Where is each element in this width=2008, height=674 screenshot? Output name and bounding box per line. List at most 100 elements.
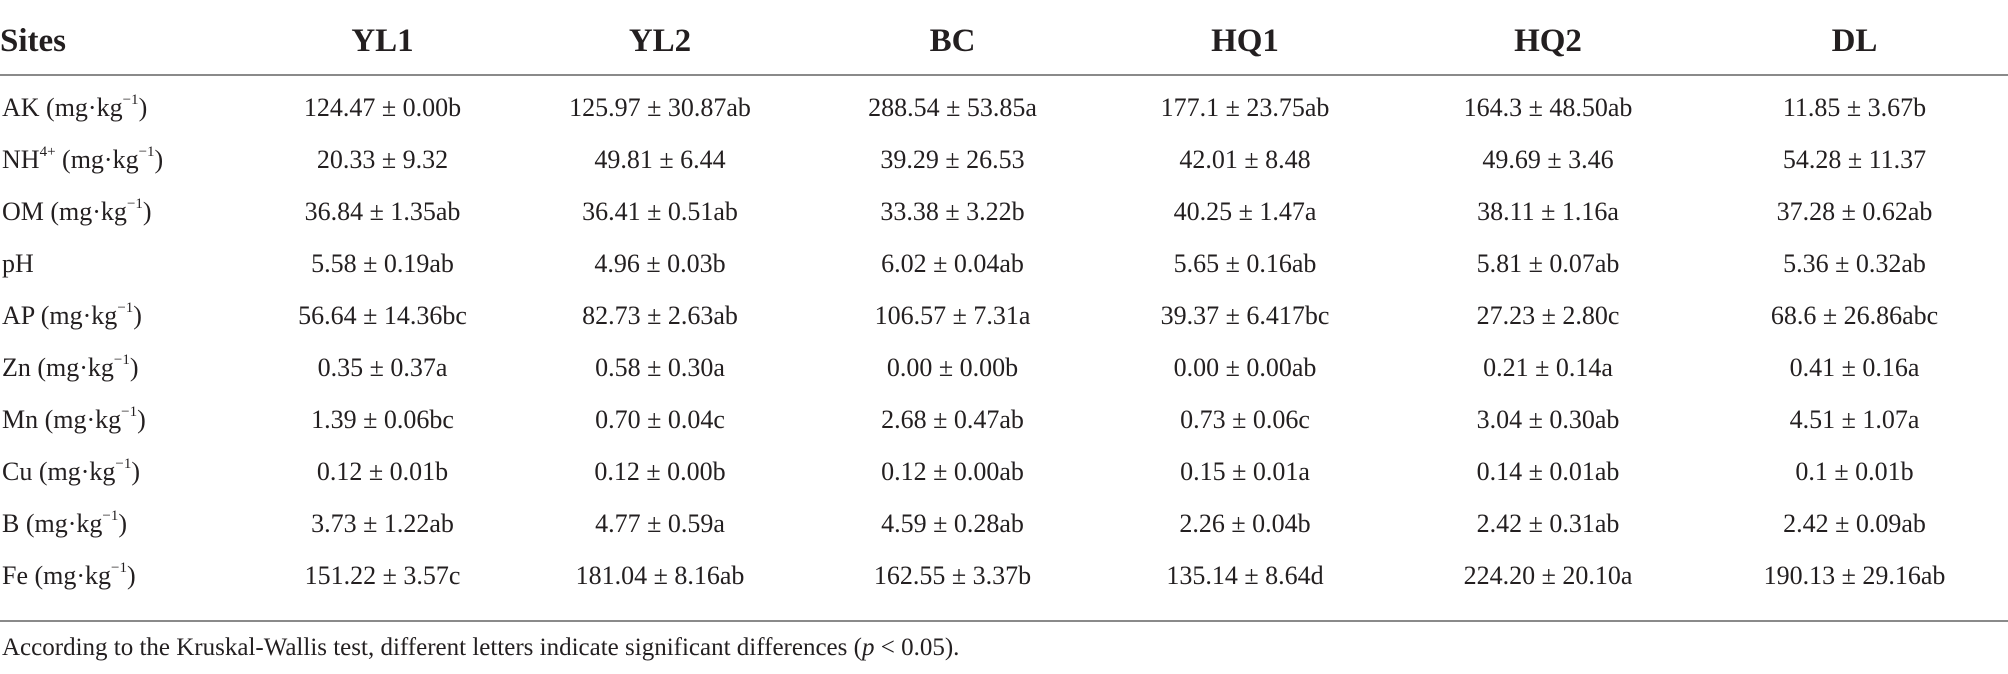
row-label-superscript: 4+ (39, 144, 56, 161)
table-cell: 4.59 ± 0.28ab (881, 509, 1024, 538)
table-cell: 2.68 ± 0.47ab (881, 405, 1024, 434)
row-label-superscript: −1 (102, 508, 119, 525)
table-cell: 20.33 ± 9.32 (316, 145, 449, 174)
table-cell: 0.00 ± 0.00ab (1173, 353, 1317, 382)
table-cell: 0.21 ± 0.14a (1483, 353, 1613, 382)
table-cell: 54.28 ± 11.37 (1782, 145, 1927, 174)
table-cell: 82.73 ± 2.63ab (582, 301, 738, 330)
row-label-superscript: −1 (138, 144, 155, 161)
header-sites: Sites (0, 12, 255, 76)
table-cell: 40.25 ± 1.47a (1173, 197, 1317, 226)
table-cell: 3.04 ± 0.30ab (1476, 405, 1620, 434)
table-cell: 39.29 ± 26.53 (880, 145, 1025, 174)
footnote-text-end: < 0.05). (874, 634, 960, 661)
row-label-superscript: −1 (115, 456, 132, 473)
table-cell: 39.37 ± 6.417bc (1160, 301, 1330, 330)
row-label-superscript: −1 (122, 92, 139, 109)
row-label-text: Fe (mg·kg (2, 561, 112, 590)
row-label-text: Mn (mg·kg (2, 405, 122, 434)
header-bc: BC (810, 12, 1095, 76)
table-row: AP (mg·kg−1) 56.64 ± 14.36bc 82.73 ± 2.63a… (0, 290, 2008, 342)
table-row: Zn (mg·kg−1) 0.35 ± 0.37a 0.58 ± 0.30a 0.00… (0, 342, 2008, 394)
table-cell: 288.54 ± 53.85a (868, 93, 1037, 122)
row-label-superscript: −1 (126, 196, 143, 213)
table-cell: 124.47 ± 0.00b (303, 93, 462, 122)
table-cell: 6.02 ± 0.04ab (881, 249, 1024, 278)
table-cell: 106.57 ± 7.31a (874, 301, 1031, 330)
table-cell: 36.84 ± 1.35ab (304, 197, 461, 226)
table-row: NH4+ (mg·kg−1) 20.33 ± 9.32 49.81 ± 6.44 39… (0, 134, 2008, 186)
row-label: pH (0, 238, 255, 290)
row-label-text: pH (2, 249, 34, 278)
row-label-superscript: −1 (111, 560, 128, 577)
row-label-text: NH (2, 145, 40, 174)
table-cell: 49.81 ± 6.44 (594, 145, 726, 174)
row-label-superscript: −1 (117, 300, 134, 317)
table-cell: 5.81 ± 0.07ab (1476, 249, 1620, 278)
row-label-text: ) (154, 145, 164, 174)
row-label-text: ) (137, 405, 146, 434)
row-label-superscript: −1 (121, 404, 138, 421)
table-cell: 0.1 ± 0.01b (1795, 457, 1914, 486)
table-row: Mn (mg·kg−1) 1.39 ± 0.06bc 0.70 ± 0.04c 2.6… (0, 394, 2008, 446)
table-cell: 4.96 ± 0.03b (594, 249, 726, 278)
row-label: OM (mg·kg−1) (0, 186, 255, 238)
row-label: Cu (mg·kg−1) (0, 446, 255, 498)
header-hq1: HQ1 (1095, 12, 1395, 76)
header-hq2: HQ2 (1395, 12, 1701, 76)
table-row: OM (mg·kg−1) 36.84 ± 1.35ab 36.41 ± 0.51ab… (0, 186, 2008, 238)
table-cell: 0.15 ± 0.01a (1180, 457, 1310, 486)
table-cell: 224.20 ± 20.10a (1463, 561, 1633, 590)
table-cell: 5.65 ± 0.16ab (1173, 249, 1317, 278)
table-cell: 4.51 ± 1.07a (1789, 405, 1920, 434)
table-cell: 181.04 ± 8.16ab (575, 561, 745, 590)
row-label-text: AP (mg·kg (2, 301, 118, 330)
header-yl1: YL1 (255, 12, 510, 76)
table-cell: 56.64 ± 14.36bc (298, 301, 467, 330)
table-cell: 2.42 ± 0.09ab (1783, 509, 1926, 538)
table-cell: 3.73 ± 1.22ab (311, 509, 454, 538)
row-label-text: ) (127, 561, 136, 590)
table-cell: 0.12 ± 0.01b (316, 457, 449, 486)
table-row: Cu (mg·kg−1) 0.12 ± 0.01b 0.12 ± 0.00b 0.12… (0, 446, 2008, 498)
row-label-text: (mg·kg (55, 145, 139, 174)
table-cell: 4.77 ± 0.59a (595, 509, 725, 538)
table-cell: 11.85 ± 3.67b (1782, 93, 1927, 122)
table-cell: 36.41 ± 0.51ab (582, 197, 738, 226)
row-label: Fe (mg·kg−1) (0, 550, 255, 602)
row-label-text: AK (mg·kg (2, 93, 123, 122)
table-row: AK (mg·kg−1) 124.47 ± 0.00b 125.97 ± 30.87… (0, 75, 2008, 134)
table-cell: 0.73 ± 0.06c (1180, 405, 1310, 434)
table-cell: 0.41 ± 0.16a (1789, 353, 1920, 382)
row-label-text: ) (118, 509, 128, 538)
table-cell: 0.00 ± 0.00b (886, 353, 1019, 382)
row-label-text: ) (138, 93, 148, 122)
row-label-text: ) (142, 197, 152, 226)
row-label: B (mg·kg−1) (0, 498, 255, 550)
table-cell: 0.70 ± 0.04c (595, 405, 725, 434)
table-cell: 0.58 ± 0.30a (595, 353, 725, 382)
table-cell: 0.12 ± 0.00ab (881, 457, 1024, 486)
table-cell: 49.69 ± 3.46 (1482, 145, 1614, 174)
footnote-text: According to the Kruskal-Wallis test, di… (2, 634, 862, 661)
row-label-text: Cu (mg·kg (2, 457, 116, 486)
table-cell: 151.22 ± 3.57c (304, 561, 461, 590)
soil-properties-table: Sites YL1 YL2 BC HQ1 HQ2 DL AK (mg·kg−1)… (0, 12, 2008, 602)
table-cell: 37.28 ± 0.62ab (1776, 197, 1933, 226)
table-cell: 33.38 ± 3.22b (880, 197, 1025, 226)
table-cell: 190.13 ± 29.16ab (1763, 561, 1946, 590)
row-label-text: Zn (mg·kg (2, 353, 114, 382)
row-label: Zn (mg·kg−1) (0, 342, 255, 394)
table-cell: 1.39 ± 0.06bc (311, 405, 454, 434)
table-cell: 68.6 ± 26.86abc (1770, 301, 1939, 330)
row-label: NH4+ (mg·kg−1) (0, 134, 255, 186)
table-cell: 135.14 ± 8.64d (1166, 561, 1324, 590)
table-cell: 0.14 ± 0.01ab (1476, 457, 1620, 486)
row-label: AK (mg·kg−1) (0, 75, 255, 134)
row-label-text: B (mg·kg (2, 509, 103, 538)
table-cell: 164.3 ± 48.50ab (1463, 93, 1633, 122)
table-cell: 27.23 ± 2.80c (1476, 301, 1620, 330)
table-cell: 0.35 ± 0.37a (317, 353, 448, 382)
row-label-text: OM (mg·kg (2, 197, 127, 226)
